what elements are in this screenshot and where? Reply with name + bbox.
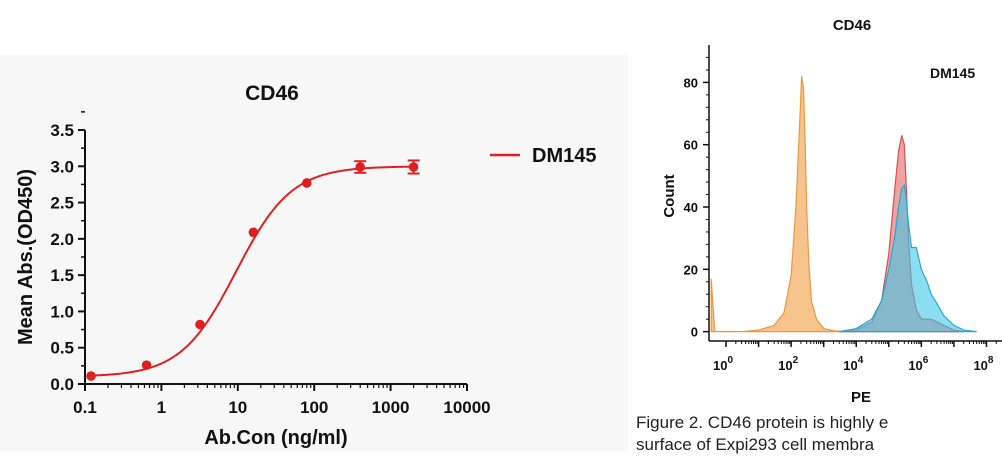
right-y-tick-label: 0 bbox=[691, 325, 698, 340]
right-x-tick-label: 100 bbox=[713, 355, 733, 373]
right-x-ticks: 100 102 104 106 108 bbox=[713, 341, 997, 373]
right-y-ticks: 0 20 40 60 80 bbox=[684, 56, 709, 340]
left-x-axis-label: Ab.Con (ng/ml) bbox=[204, 427, 347, 449]
fit-curve-dm145 bbox=[91, 165, 414, 377]
left-y-axis-label: Mean Abs.(OD450) bbox=[15, 169, 37, 345]
right-y-tick-label: 80 bbox=[684, 75, 698, 90]
left-x-tick-label: 1000 bbox=[372, 398, 410, 417]
right-y-axis-label: Count bbox=[661, 174, 678, 217]
right-x-tick-label: 106 bbox=[908, 355, 928, 373]
right-x-tick-label: 108 bbox=[973, 355, 993, 373]
elisa-chart: CD46 0.0 0.5 1.0 1.5 2.0 2.5 3.0 3.5 0.1 1 10 100 1… bbox=[15, 82, 596, 449]
caption-line-1: Figure 2. CD46 protein is highly e bbox=[636, 413, 889, 432]
data-point bbox=[408, 162, 419, 172]
right-chart-title: CD46 bbox=[833, 17, 871, 34]
left-x-tick-label: 10 bbox=[228, 398, 247, 417]
left-x-tick-label: 1 bbox=[157, 398, 166, 417]
right-y-tick-label: 40 bbox=[684, 200, 698, 215]
figure-caption: Figure 2. CD46 protein is highly e surfa… bbox=[636, 412, 1002, 456]
data-point bbox=[355, 162, 365, 172]
left-x-ticks: 0.1 1 10 100 1000 10000 bbox=[73, 384, 491, 417]
data-point bbox=[86, 371, 96, 381]
right-y-tick-label: 60 bbox=[684, 138, 698, 153]
right-x-axis-label: PE bbox=[851, 389, 871, 406]
left-y-tick-label: 3.5 bbox=[50, 121, 74, 140]
left-y-tick-label: 2.5 bbox=[50, 194, 74, 213]
flow-histogram-panel bbox=[628, 0, 1002, 451]
data-point bbox=[141, 360, 152, 370]
left-chart-title: CD46 bbox=[245, 82, 299, 105]
left-y-tick-label: 2.0 bbox=[50, 230, 74, 249]
left-x-tick-label: 0.1 bbox=[73, 398, 97, 417]
left-y-tick-label: 1.5 bbox=[50, 266, 74, 285]
histogram-isotype-area bbox=[710, 76, 857, 333]
right-x-tick-label: 104 bbox=[843, 355, 863, 373]
caption-line-2: surface of Expi293 cell membra bbox=[636, 435, 875, 454]
data-points bbox=[86, 162, 419, 381]
data-point bbox=[195, 319, 205, 330]
left-y-tick-label: 0.5 bbox=[50, 339, 74, 358]
left-y-ticks: 0.0 0.5 1.0 1.5 2.0 2.5 3.0 3.5 bbox=[50, 111, 85, 394]
right-y-tick-label: 20 bbox=[684, 262, 698, 277]
left-y-tick-label: 0.0 bbox=[50, 375, 74, 394]
histogram-blue-area bbox=[839, 183, 977, 333]
right-x-tick-label: 102 bbox=[778, 355, 798, 373]
data-point bbox=[301, 178, 312, 188]
legend-label-dm145: DM145 bbox=[532, 145, 596, 167]
left-x-tick-label: 100 bbox=[300, 398, 328, 417]
left-x-tick-label: 10000 bbox=[443, 398, 490, 417]
histogram-annotation: DM145 bbox=[930, 65, 975, 81]
left-y-tick-label: 1.0 bbox=[50, 302, 74, 321]
data-point bbox=[248, 227, 259, 238]
left-y-tick-label: 3.0 bbox=[50, 157, 74, 176]
